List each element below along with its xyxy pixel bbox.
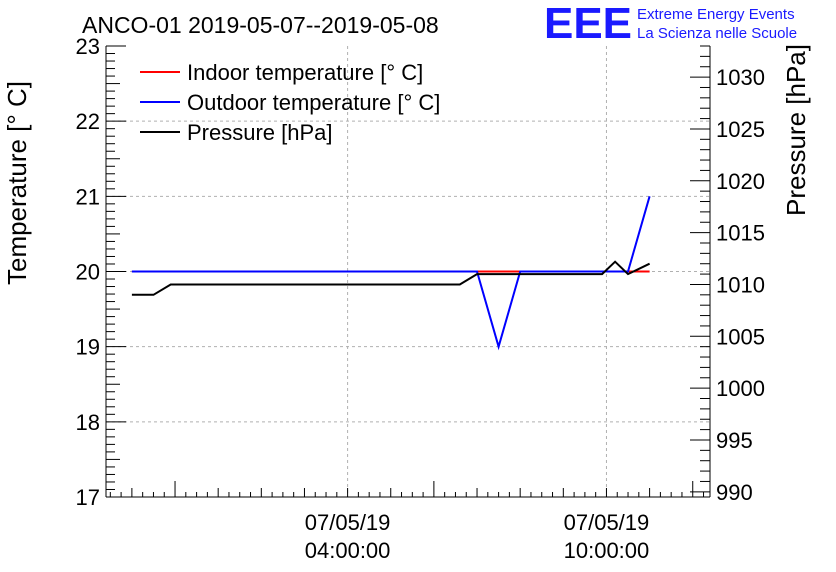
logo-line2: La Scienza nelle Scuole	[637, 25, 797, 42]
logo-line1: Extreme Energy Events	[637, 6, 795, 23]
y2-axis-label: Pressure [hPa]	[781, 44, 811, 216]
y-tick-label: 17	[76, 485, 100, 510]
series-layer	[131, 196, 651, 351]
y2-tick-label: 1000	[716, 376, 765, 401]
y2-tick-label: 1025	[716, 117, 765, 142]
y-tick-label: 23	[76, 34, 100, 59]
x-tick-label-time: 04:00:00	[305, 538, 391, 563]
y-tick-label: 18	[76, 410, 100, 435]
y-tick-label: 20	[76, 260, 100, 285]
y2-tick-label: 1020	[716, 169, 765, 194]
labels-layer: 17 18 19 20 21 22 23 990 995 1000 1005 1010 1015 1020…	[76, 34, 765, 563]
logo-mark: EEE	[544, 0, 632, 48]
axes-layer	[105, 45, 711, 498]
legend-label-1: Outdoor temperature [° C]	[187, 90, 440, 115]
legend: Indoor temperature [° C] Outdoor temperat…	[140, 60, 440, 145]
legend-label-2: Pressure [hPa]	[187, 120, 333, 145]
y2-tick-label: 1015	[716, 221, 765, 246]
y2-tick-label: 995	[716, 428, 753, 453]
chart-title: ANCO-01 2019-05-07--2019-05-08	[82, 12, 439, 38]
x-tick-label-date: 07/05/19	[564, 510, 650, 535]
y2-tick-label: 1010	[716, 272, 765, 297]
x-tick-label-date: 07/05/19	[305, 510, 391, 535]
eee-logo: EEE Extreme Energy Events La Scienza nel…	[544, 0, 797, 48]
y2-tick-label: 1030	[716, 65, 765, 90]
y-axis-label: Temperature [° C]	[2, 81, 32, 285]
y2-tick-label: 1005	[716, 324, 765, 349]
y2-tick-label: 990	[716, 480, 753, 505]
y-tick-label: 22	[76, 109, 100, 134]
y-tick-label: 21	[76, 184, 100, 209]
y-tick-label: 19	[76, 335, 100, 360]
series-line-2	[131, 260, 651, 296]
series-line-1	[131, 196, 651, 351]
x-tick-label-time: 10:00:00	[564, 538, 650, 563]
legend-label-0: Indoor temperature [° C]	[187, 60, 423, 85]
